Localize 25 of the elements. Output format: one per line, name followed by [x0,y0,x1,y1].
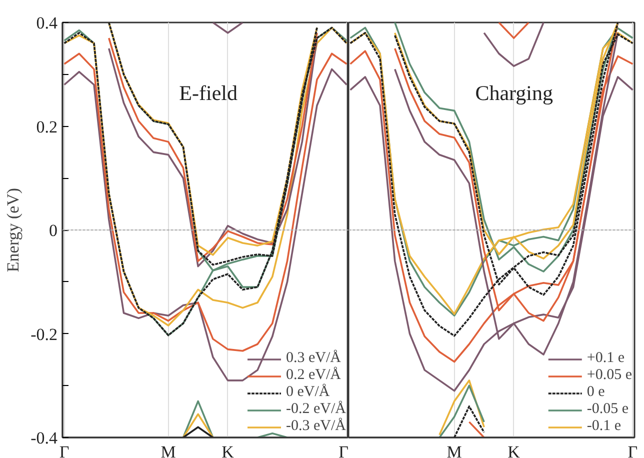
y-tick-label: 0 [49,221,58,240]
legend-label: 0 eV/Å [286,384,330,400]
x-tick-label: Γ [628,442,638,458]
y-tick-label: 0.2 [36,117,58,136]
legend-label: -0.2 eV/Å [286,401,346,418]
x-tick-label: Γ [338,442,349,458]
y-tick-label: -0.2 [30,324,58,344]
legend-label: 0.2 eV/Å [286,367,341,384]
x-tick-label: Γ [59,442,70,458]
y-tick-label: -0.4 [30,428,58,448]
legend-label: 0.3 eV/Å [286,350,341,366]
x-tick-label: M [446,442,462,458]
legend-label: +0.1 e [586,350,624,367]
legend-label: -0.1 e [586,418,622,435]
text: E-field [179,81,238,106]
x-tick-label: M [160,442,176,458]
legend-label: +0.05 e [586,367,632,384]
y-tick-label: 0.4 [36,14,58,32]
x-tick-label: K [508,442,521,458]
y-axis-title: Energy (eV) [4,188,23,272]
x-tick-label: K [222,442,235,458]
legend-label: -0.05 e [586,401,629,418]
text: Charging [475,81,554,106]
legend-label: -0.3 eV/Å [286,418,346,435]
legend-label: 0 e [586,384,606,401]
